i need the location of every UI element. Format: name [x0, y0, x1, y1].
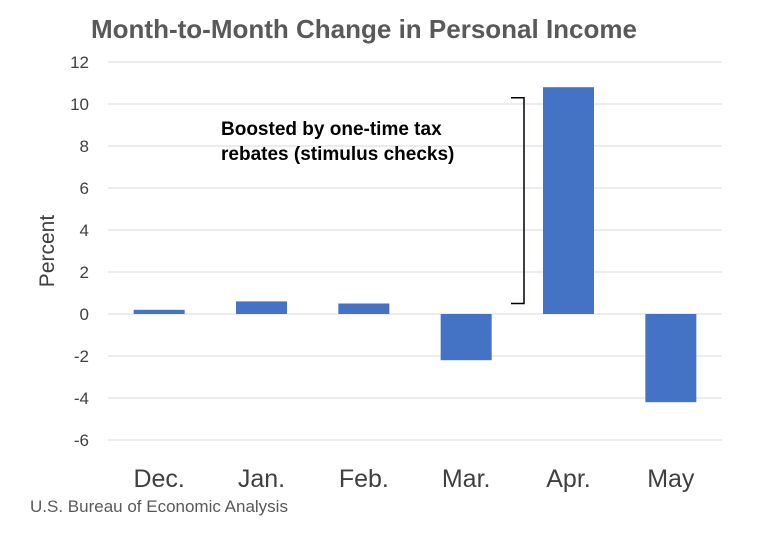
x-tick-label: Jan. — [238, 465, 285, 493]
y-tick-label: 4 — [80, 221, 89, 240]
y-tick-label: 6 — [80, 179, 89, 198]
y-tick-label: -6 — [74, 431, 89, 450]
chart-title: Month-to-Month Change in Personal Income — [91, 14, 637, 44]
y-tick-label: 0 — [80, 305, 89, 324]
y-tick-label: 12 — [70, 53, 89, 72]
y-tick-label: -2 — [74, 347, 89, 366]
bar — [236, 301, 287, 314]
y-axis-ticks: 12 10 8 6 4 2 0 -2 -4 -6 — [70, 53, 89, 450]
y-tick-label: 10 — [70, 95, 89, 114]
bar — [440, 314, 492, 361]
source-note: U.S. Bureau of Economic Analysis — [30, 497, 288, 516]
annotation-line-2: rebates (stimulus checks) — [221, 144, 454, 165]
y-axis-label: Percent — [36, 215, 59, 288]
y-tick-label: -4 — [74, 389, 89, 408]
bars — [133, 87, 697, 403]
gridlines — [108, 61, 722, 441]
x-tick-label: Feb. — [339, 465, 389, 493]
x-axis-ticks: Dec. Jan. Feb. Mar. Apr. May — [133, 465, 694, 493]
bar — [133, 309, 185, 314]
annotation-bracket — [511, 96, 525, 305]
x-tick-label: Apr. — [546, 465, 590, 493]
y-tick-label: 8 — [80, 137, 89, 156]
bar — [645, 314, 697, 403]
annotation: Boosted by one-time tax rebates (stimulu… — [221, 96, 525, 305]
x-tick-label: May — [647, 465, 695, 493]
annotation-line-1: Boosted by one-time tax — [221, 119, 442, 140]
x-tick-label: Dec. — [133, 465, 184, 493]
y-tick-label: 2 — [80, 263, 89, 282]
bar — [338, 303, 390, 314]
x-tick-label: Mar. — [442, 465, 491, 493]
bar — [543, 87, 594, 314]
